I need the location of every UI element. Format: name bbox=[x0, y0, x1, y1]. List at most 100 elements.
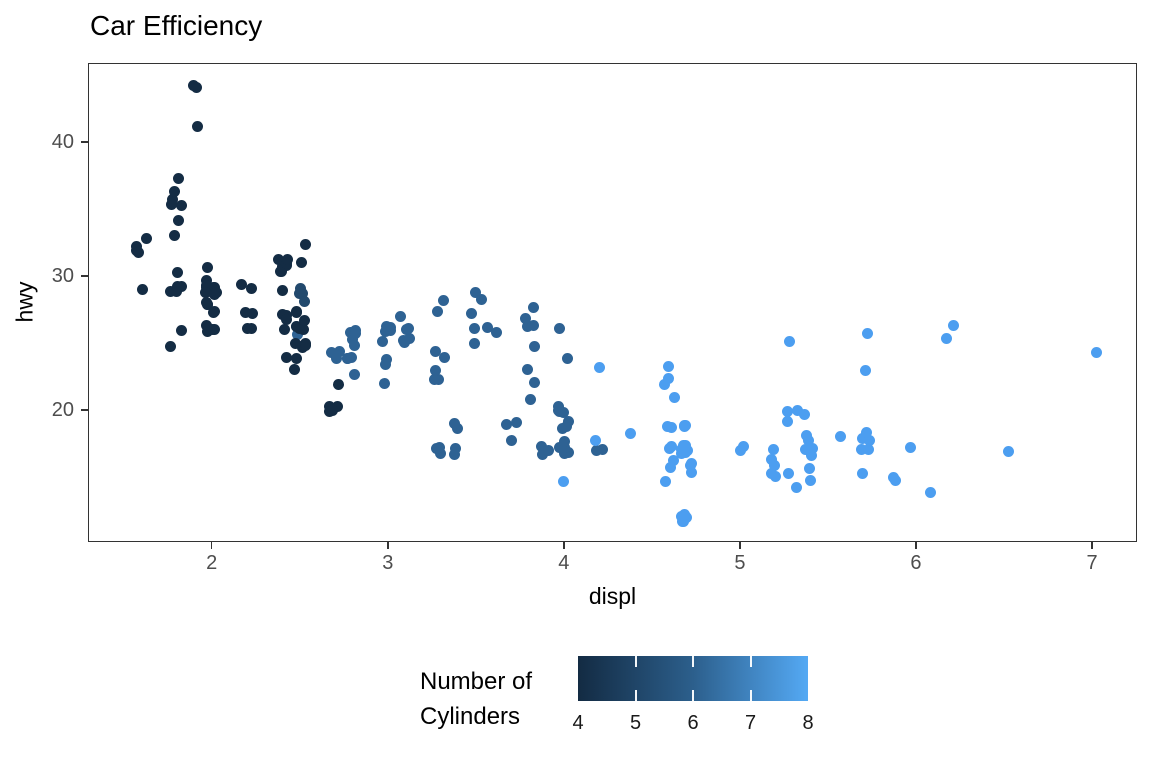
data-point bbox=[593, 361, 605, 373]
data-point bbox=[299, 238, 311, 250]
data-point bbox=[558, 435, 570, 447]
data-point bbox=[520, 313, 532, 325]
data-point bbox=[380, 359, 392, 371]
data-point bbox=[859, 365, 871, 377]
data-point bbox=[432, 373, 444, 385]
legend-title-line1: Number of bbox=[420, 668, 533, 695]
data-point bbox=[765, 468, 777, 480]
data-point bbox=[800, 444, 812, 456]
data-point bbox=[782, 405, 794, 417]
data-point bbox=[349, 327, 361, 339]
data-point bbox=[403, 333, 415, 345]
data-point bbox=[169, 186, 181, 198]
data-point bbox=[535, 440, 547, 452]
data-point bbox=[200, 319, 212, 331]
data-point bbox=[299, 337, 311, 349]
data-point bbox=[299, 314, 311, 326]
data-point bbox=[863, 444, 875, 456]
data-point bbox=[379, 377, 391, 389]
data-point bbox=[278, 323, 290, 335]
data-point bbox=[665, 440, 677, 452]
data-point bbox=[863, 435, 875, 447]
data-point bbox=[506, 434, 518, 446]
colorbar-tick bbox=[692, 656, 694, 667]
data-point bbox=[168, 230, 180, 242]
data-point bbox=[281, 253, 293, 265]
data-point bbox=[682, 444, 694, 456]
x-tick-label: 4 bbox=[558, 552, 570, 574]
data-point bbox=[165, 286, 177, 298]
data-point bbox=[804, 475, 816, 487]
data-point bbox=[765, 453, 777, 465]
data-point bbox=[537, 448, 549, 460]
data-point bbox=[947, 319, 959, 331]
data-point bbox=[171, 281, 183, 293]
y-tick-label: 40 bbox=[51, 131, 74, 154]
data-point bbox=[430, 346, 442, 358]
data-point bbox=[176, 199, 188, 211]
data-point bbox=[450, 443, 462, 455]
data-point bbox=[346, 351, 357, 363]
x-axis-title: displ bbox=[588, 583, 637, 609]
data-point bbox=[240, 306, 252, 318]
data-point bbox=[522, 364, 534, 376]
data-point bbox=[130, 240, 142, 252]
data-point bbox=[668, 454, 680, 466]
data-point bbox=[398, 334, 410, 346]
data-point bbox=[482, 322, 494, 334]
data-point bbox=[377, 335, 389, 347]
data-point bbox=[431, 306, 443, 318]
data-point bbox=[431, 442, 443, 454]
data-point bbox=[326, 405, 338, 417]
data-point bbox=[806, 449, 818, 461]
data-point bbox=[862, 327, 874, 339]
data-point bbox=[280, 352, 292, 364]
data-point bbox=[767, 444, 779, 456]
x-axis-tick bbox=[739, 542, 741, 549]
x-axis-tick bbox=[915, 542, 917, 549]
data-point bbox=[663, 360, 675, 372]
data-point bbox=[924, 486, 936, 498]
data-point bbox=[348, 339, 360, 351]
data-point bbox=[434, 447, 446, 459]
data-point bbox=[349, 368, 361, 380]
data-point bbox=[475, 293, 487, 305]
colorbar-tick bbox=[749, 690, 752, 701]
data-point bbox=[466, 307, 478, 319]
x-tick-label: 7 bbox=[1086, 552, 1098, 574]
legend-tick-label: 7 bbox=[744, 712, 757, 734]
data-point bbox=[904, 441, 916, 453]
data-point bbox=[941, 333, 953, 345]
data-point bbox=[295, 257, 307, 269]
data-point bbox=[207, 307, 219, 319]
data-point bbox=[597, 444, 609, 456]
legend-title: Number of Cylinders bbox=[420, 664, 532, 734]
data-point bbox=[202, 326, 214, 338]
data-point bbox=[192, 121, 204, 133]
data-point bbox=[662, 373, 674, 385]
data-point bbox=[173, 214, 185, 226]
data-point bbox=[176, 324, 187, 336]
data-point bbox=[347, 333, 359, 345]
data-point bbox=[782, 415, 794, 427]
plot-title: Car Efficiency bbox=[90, 10, 263, 41]
data-point bbox=[331, 400, 343, 412]
data-point bbox=[660, 475, 672, 487]
y-axis-title: hwy bbox=[11, 281, 38, 323]
data-point bbox=[241, 323, 253, 335]
data-point bbox=[291, 352, 303, 364]
data-point bbox=[665, 461, 677, 473]
data-point bbox=[783, 335, 795, 347]
data-point bbox=[273, 254, 285, 266]
data-point bbox=[803, 462, 815, 474]
data-point bbox=[668, 392, 680, 404]
data-point bbox=[334, 346, 346, 358]
data-point bbox=[132, 246, 144, 258]
data-point bbox=[802, 434, 814, 446]
data-point bbox=[678, 440, 690, 452]
x-tick-label: 5 bbox=[734, 552, 746, 574]
data-point bbox=[528, 320, 540, 332]
x-tick-label: 6 bbox=[910, 552, 922, 574]
data-point bbox=[468, 323, 480, 335]
colorbar-tick bbox=[634, 690, 637, 701]
